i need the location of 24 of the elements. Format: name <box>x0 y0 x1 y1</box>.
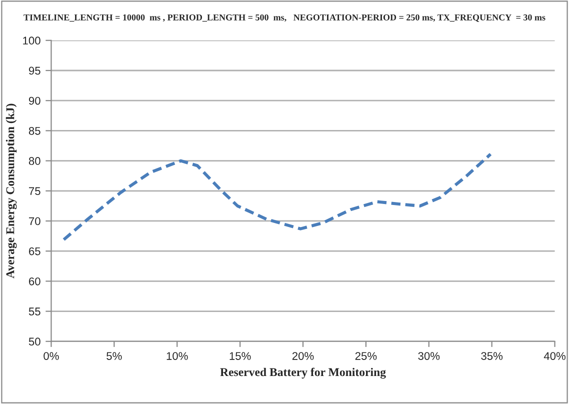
line-series <box>62 152 492 242</box>
y-tick-label: 90 <box>28 96 40 105</box>
y-tick-label: 55 <box>28 308 40 316</box>
x-tick-label: 20% <box>292 352 314 360</box>
x-tick-label: 15% <box>230 352 251 360</box>
x-tick-label: 25% <box>355 352 377 360</box>
y-tick-label: 65 <box>29 247 40 256</box>
x-tick-label: 30% <box>418 352 440 360</box>
x-tick-label: 40% <box>544 352 566 360</box>
y-tick-label: 85 <box>28 126 40 135</box>
y-tick-label: 80 <box>28 157 40 165</box>
x-tick-label: 5% <box>106 352 122 360</box>
y-tick-label: 60 <box>29 277 40 286</box>
y-tick-label: 100 <box>23 36 40 45</box>
y-tick-label: 95 <box>28 66 40 75</box>
y-tick-label: 70 <box>29 217 40 226</box>
y-tick-label: 75 <box>29 187 40 196</box>
x-tick-label: 10% <box>166 352 188 360</box>
x-tick-label: 0% <box>44 352 59 360</box>
x-axis-title: Reserved Battery for Monitoring <box>220 368 386 379</box>
y-axis-title: Average Energy Consumption (kJ) <box>6 104 17 278</box>
chart-title: TIMELINE_LENGTH = 10000 ms , PERIOD_LENGTH = 500 ms, NEGOTIATION-PERIOD = 250 ms, TX_FREQUENCY = 30 ms <box>24 14 546 22</box>
y-tick-label: 50 <box>28 338 40 346</box>
x-tick-label: 35% <box>481 352 503 360</box>
